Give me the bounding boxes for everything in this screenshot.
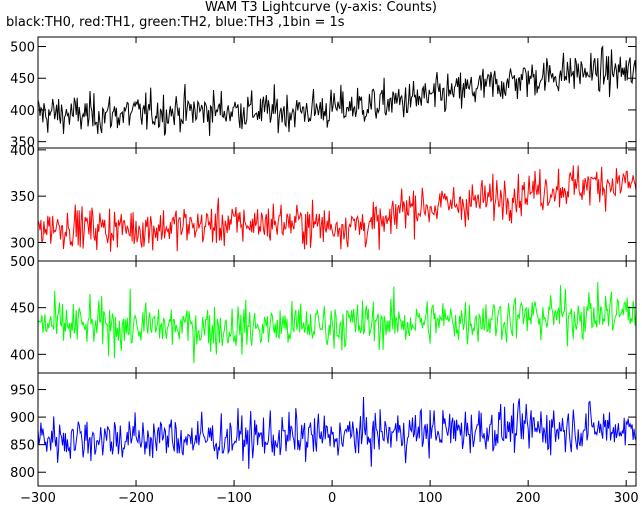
y-tick-label: 800 — [10, 466, 35, 481]
y-tick-label: 350 — [10, 136, 35, 151]
series-line-th2 — [38, 281, 636, 364]
y-tick-label: 900 — [10, 411, 35, 426]
series-line-th1 — [38, 165, 636, 252]
y-tick-label: 350 — [10, 190, 35, 205]
y-tick-label: 500 — [10, 41, 35, 56]
panel-th3: 800 850 900 950 — [10, 372, 637, 487]
x-tick-label: 0 — [328, 491, 336, 505]
y-tick-label: 400 — [10, 104, 35, 119]
y-tick-label: 500 — [10, 255, 35, 270]
series-line-th3 — [38, 396, 636, 469]
chart-title: WAM T3 Lightcurve (y-axis: Counts) — [205, 0, 437, 15]
x-tick-label: 100 — [418, 491, 443, 505]
y-tick-label: 450 — [10, 302, 35, 317]
y-tick-label: 950 — [10, 384, 35, 399]
panel-th0: 350 400 450 500 — [10, 36, 637, 151]
y-tick-label: 450 — [10, 72, 35, 87]
y-tick-label: 400 — [10, 348, 35, 363]
y-tick-label: 850 — [10, 439, 35, 454]
panel-frame — [37, 260, 637, 374]
y-tick-label: 400 — [10, 144, 35, 159]
panel-th1: 300 350 400 — [10, 144, 637, 262]
panel-frame — [37, 372, 637, 487]
y-tick-label: 300 — [10, 236, 35, 251]
panel-frame — [37, 147, 637, 262]
x-tick-label: 300 — [614, 491, 639, 505]
x-tick-label: −200 — [118, 491, 154, 505]
chart-subtitle: black:TH0, red:TH1, green:TH2, blue:TH3 … — [6, 15, 345, 30]
series-line-th0 — [38, 45, 636, 136]
x-tick-label: 200 — [516, 491, 541, 505]
x-tick-label: −300 — [20, 491, 56, 505]
panel-frame — [37, 36, 637, 149]
panel-th2: 400 450 500 — [10, 255, 637, 374]
x-tick-label: −100 — [216, 491, 252, 505]
